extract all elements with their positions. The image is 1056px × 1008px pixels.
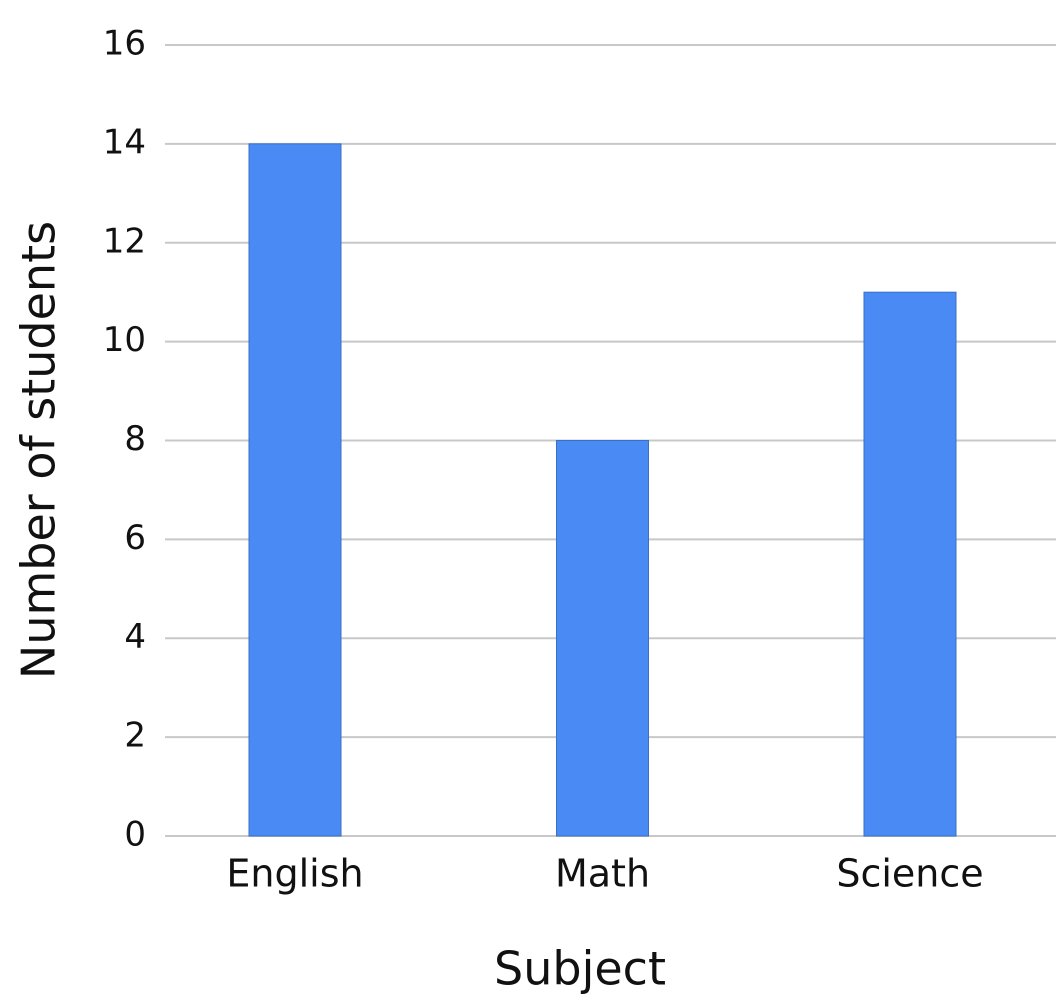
y-tick-label: 4 — [124, 617, 146, 657]
y-tick-label: 12 — [103, 221, 146, 261]
bar — [863, 291, 957, 837]
y-tick-label: 14 — [103, 122, 146, 162]
x-axis-title: Subject — [494, 942, 666, 996]
y-axis-title: Number of students — [12, 221, 66, 679]
y-tick-label: 6 — [124, 518, 146, 558]
x-tick-label: English — [226, 852, 363, 896]
x-tick-label: Math — [555, 852, 650, 896]
y-tick-label: 16 — [103, 24, 146, 64]
y-tick-label: 0 — [124, 815, 146, 855]
bar — [556, 440, 649, 837]
y-tick-label: 10 — [103, 320, 146, 360]
x-tick-label: Science — [836, 852, 983, 896]
y-tick-label: 8 — [124, 419, 146, 459]
y-tick-label: 2 — [124, 716, 146, 756]
bar — [248, 143, 342, 837]
